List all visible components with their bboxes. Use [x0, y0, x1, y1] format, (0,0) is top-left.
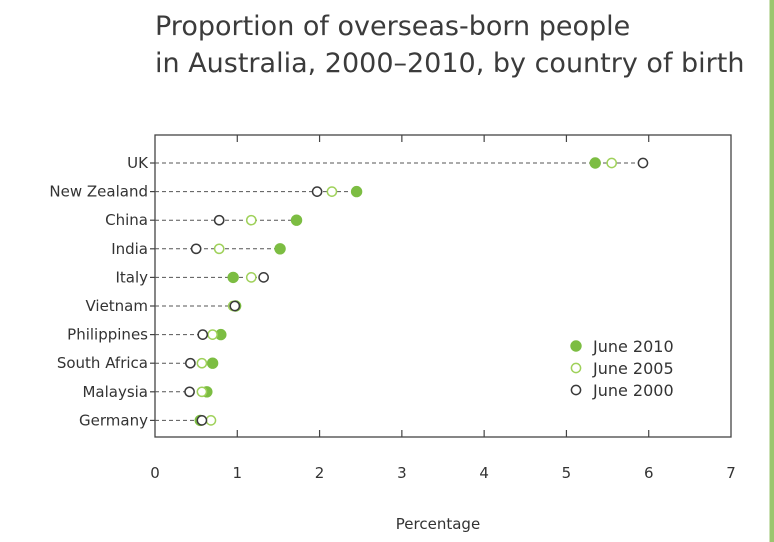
category-leader-lines [150, 162, 643, 421]
category-label: Vietnam [85, 297, 148, 315]
legend-label: June 2000 [592, 381, 674, 400]
data-point [274, 243, 286, 255]
data-point [589, 157, 601, 169]
data-point [606, 157, 618, 169]
x-tick-label: 3 [397, 464, 407, 482]
data-point [326, 186, 338, 197]
data-point [290, 214, 303, 226]
x-axis-tick-labels: 0 1 2 3 4 5 6 7 [150, 464, 736, 482]
legend-marker [570, 340, 582, 352]
legend-marker [570, 384, 582, 396]
x-axis-title: Percentage [396, 515, 480, 533]
x-tick-label: 6 [644, 464, 654, 482]
data-point [213, 243, 225, 255]
data-point [196, 386, 208, 398]
category-label: Philippines [67, 326, 148, 344]
chart-title-line-2: in Australia, 2000–2010, by country of b… [155, 48, 745, 79]
x-tick-label: 7 [726, 464, 736, 482]
legend-label: June 2005 [592, 359, 674, 378]
data-point [258, 272, 269, 283]
x-tick-label: 2 [315, 464, 325, 482]
data-point [213, 214, 225, 226]
plot-area [154, 134, 732, 438]
data-point [229, 300, 241, 312]
legend-marker [570, 362, 582, 374]
top-axis-ticks [236, 135, 650, 142]
category-label: Malaysia [82, 383, 148, 401]
category-label: India [111, 240, 148, 258]
data-point [184, 386, 195, 398]
x-tick-label: 0 [150, 464, 160, 482]
chart-title: Proportion of overseas-born people in Au… [155, 8, 755, 82]
data-point [196, 415, 208, 426]
legend: June 2010 June 2005 June 2000 [570, 337, 674, 400]
data-point [196, 357, 208, 369]
category-label: New Zealand [49, 183, 148, 201]
category-label: South Africa [57, 354, 148, 372]
data-point [245, 272, 257, 283]
x-tick-label: 4 [479, 464, 489, 482]
x-tick-label: 5 [562, 464, 572, 482]
data-markers [184, 157, 649, 427]
data-point [185, 357, 196, 369]
x-axis-ticks [236, 430, 650, 437]
data-point [245, 214, 257, 226]
data-point [311, 186, 323, 197]
legend-label: June 2010 [592, 337, 674, 356]
data-point [190, 243, 202, 255]
data-point [227, 271, 239, 284]
data-point [206, 357, 219, 369]
category-label: Italy [115, 268, 148, 286]
category-label: UK [127, 154, 149, 172]
data-point [197, 329, 209, 340]
data-point [350, 185, 363, 198]
category-label: Germany [79, 411, 148, 429]
x-tick-label: 1 [233, 464, 243, 482]
data-point [637, 157, 649, 169]
data-point [205, 415, 217, 426]
chart-title-line-1: Proportion of overseas-born people [155, 11, 631, 42]
data-point [207, 329, 218, 340]
category-labels: UK New Zealand China India Italy Vietnam Phili… [49, 154, 149, 429]
category-label: China [105, 211, 148, 229]
